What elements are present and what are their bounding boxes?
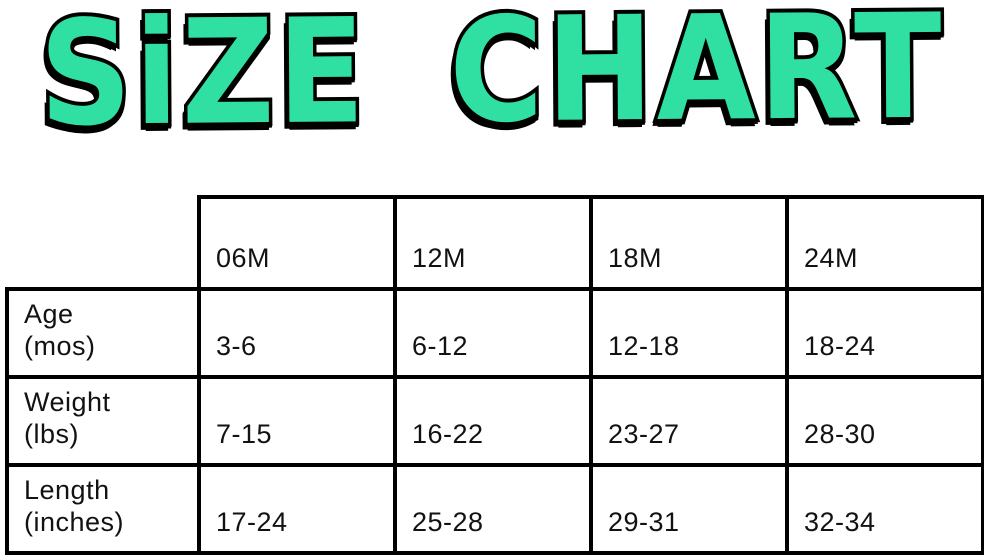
table-cell-weight-24m: 28-30 — [785, 375, 984, 467]
table-header-row: 06M 12M 18M 24M — [7, 195, 984, 291]
corner-cell — [7, 197, 199, 289]
row-label-length: Length (inches) — [5, 463, 201, 555]
table-row-weight: Weight (lbs) 7-15 16-22 23-27 28-30 — [5, 375, 984, 467]
row-label-weight: Weight (lbs) — [5, 375, 201, 467]
row-label-text: Length — [24, 475, 110, 506]
table-cell-age-24m: 18-24 — [785, 287, 984, 379]
column-header-24m: 24M — [785, 195, 984, 291]
page-title-wrap: SiZE CHART — [0, 0, 984, 163]
row-label-text: Age — [24, 299, 74, 330]
table-cell-weight-06m: 7-15 — [197, 375, 397, 467]
table-cell-weight-18m: 23-27 — [589, 375, 789, 467]
table-cell-age-12m: 6-12 — [393, 287, 593, 379]
table-cell-age-18m: 12-18 — [589, 287, 789, 379]
table-row-age: Age (mos) 3-6 6-12 12-18 18-24 — [5, 287, 984, 379]
column-header-06m: 06M — [197, 195, 397, 291]
table-cell-length-18m: 29-31 — [589, 463, 789, 555]
table-cell-length-06m: 17-24 — [197, 463, 397, 555]
row-label-age: Age (mos) — [5, 287, 201, 379]
table-cell-age-06m: 3-6 — [197, 287, 397, 379]
column-header-18m: 18M — [589, 195, 789, 291]
row-label-unit: (lbs) — [24, 419, 79, 450]
column-header-12m: 12M — [393, 195, 593, 291]
row-label-unit: (mos) — [24, 331, 96, 362]
size-table: 06M 12M 18M 24M Age (mos) 3-6 6-12 12-18… — [5, 195, 984, 555]
table-cell-length-24m: 32-34 — [785, 463, 984, 555]
page-title: SiZE CHART — [36, 0, 950, 163]
table-cell-weight-12m: 16-22 — [393, 375, 593, 467]
table-row-length: Length (inches) 17-24 25-28 29-31 32-34 — [5, 463, 984, 555]
table-cell-length-12m: 25-28 — [393, 463, 593, 555]
size-table-wrap: 06M 12M 18M 24M Age (mos) 3-6 6-12 12-18… — [5, 195, 984, 555]
row-label-text: Weight — [24, 387, 111, 418]
row-label-unit: (inches) — [24, 507, 125, 538]
